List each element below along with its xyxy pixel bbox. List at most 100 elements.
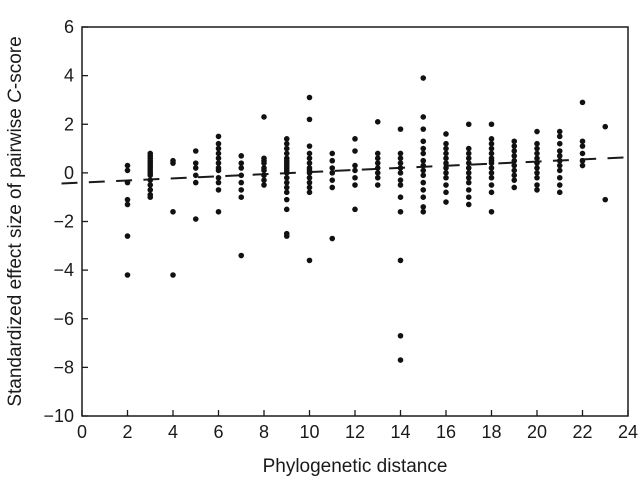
data-point	[488, 208, 495, 215]
data-point	[306, 257, 313, 264]
data-point	[579, 143, 586, 149]
data-point	[420, 145, 427, 152]
data-point	[238, 187, 245, 193]
data-point	[465, 150, 472, 157]
data-point	[465, 187, 472, 193]
data-point	[215, 155, 222, 162]
data-point	[488, 140, 495, 147]
data-point	[420, 187, 427, 193]
y-tick-label: 2	[64, 114, 74, 134]
data-point	[443, 170, 449, 176]
x-tick-label: 12	[345, 422, 365, 442]
data-point	[534, 150, 540, 157]
data-point	[306, 170, 313, 176]
data-point	[238, 194, 245, 200]
data-point	[511, 167, 518, 174]
data-point	[215, 145, 222, 152]
data-point	[511, 162, 518, 169]
data-point	[420, 157, 427, 164]
data-point	[397, 332, 404, 339]
data-point	[579, 150, 586, 157]
data-point	[215, 133, 222, 140]
data-point	[352, 174, 358, 181]
data-point	[374, 155, 381, 162]
data-point	[147, 194, 154, 200]
data-point	[329, 150, 336, 157]
data-point	[397, 357, 404, 363]
data-point	[192, 216, 199, 222]
data-point	[534, 145, 540, 152]
y-axis-title-italic: C	[5, 89, 26, 103]
data-point	[397, 170, 404, 176]
data-point	[534, 170, 540, 176]
data-point	[556, 182, 563, 188]
data-point	[443, 174, 449, 181]
y-tick-label: −10	[43, 406, 74, 426]
data-point	[443, 150, 449, 157]
data-point	[511, 138, 518, 145]
data-point	[443, 155, 449, 162]
data-point	[420, 167, 427, 174]
data-point	[283, 136, 290, 142]
data-point	[443, 182, 449, 188]
data-point	[124, 233, 131, 239]
data-point	[534, 128, 540, 135]
trend-line-dash	[470, 162, 487, 166]
data-point	[238, 179, 245, 186]
data-point	[192, 148, 199, 154]
data-point	[192, 179, 199, 186]
data-point	[192, 165, 199, 171]
y-axis-ticks: −10 −8 −6 −4 −2 0 2 4 6	[43, 17, 88, 426]
data-point	[488, 182, 495, 188]
x-tick-label: 0	[77, 422, 87, 442]
data-point	[579, 162, 586, 169]
data-point	[352, 136, 358, 142]
data-point	[283, 189, 290, 196]
data-point	[420, 75, 427, 81]
data-point	[556, 162, 563, 169]
data-point	[215, 208, 222, 215]
x-tick-label: 8	[259, 422, 269, 442]
data-point	[352, 182, 358, 188]
data-point	[124, 167, 131, 174]
data-point	[465, 145, 472, 152]
data-point	[420, 138, 427, 145]
data-point	[511, 177, 518, 183]
data-point	[329, 177, 336, 183]
data-point	[443, 189, 449, 196]
data-point	[374, 160, 381, 166]
data-point	[465, 121, 472, 128]
data-point	[465, 174, 472, 181]
data-point	[488, 136, 495, 142]
y-tick-label: −6	[53, 309, 74, 329]
data-point	[420, 172, 427, 179]
data-point	[124, 162, 131, 169]
data-point	[556, 157, 563, 164]
data-point	[261, 172, 267, 179]
data-point	[556, 140, 563, 147]
data-point	[443, 140, 449, 147]
data-point	[329, 170, 336, 176]
data-point	[511, 172, 518, 179]
data-point	[397, 177, 404, 183]
data-point	[329, 157, 336, 164]
data-point	[443, 131, 449, 137]
data-point	[420, 126, 427, 132]
x-axis-ticks: 0 2 4 6 8 10 12 14 16 18 20 22 24	[77, 410, 638, 442]
data-point	[465, 160, 472, 166]
data-point	[374, 119, 381, 125]
y-tick-label: −2	[53, 212, 74, 232]
data-point	[420, 150, 427, 157]
data-point	[124, 272, 131, 278]
x-tick-label: 14	[390, 422, 410, 442]
data-point	[329, 235, 336, 242]
data-point	[579, 157, 586, 164]
data-point	[306, 174, 313, 181]
data-point	[124, 196, 131, 203]
y-axis-title: Standardized effect size of pairwise C-s…	[5, 36, 26, 406]
data-point	[147, 182, 154, 188]
y-tick-label: 4	[64, 66, 74, 86]
data-point	[170, 272, 176, 278]
data-point	[306, 155, 313, 162]
